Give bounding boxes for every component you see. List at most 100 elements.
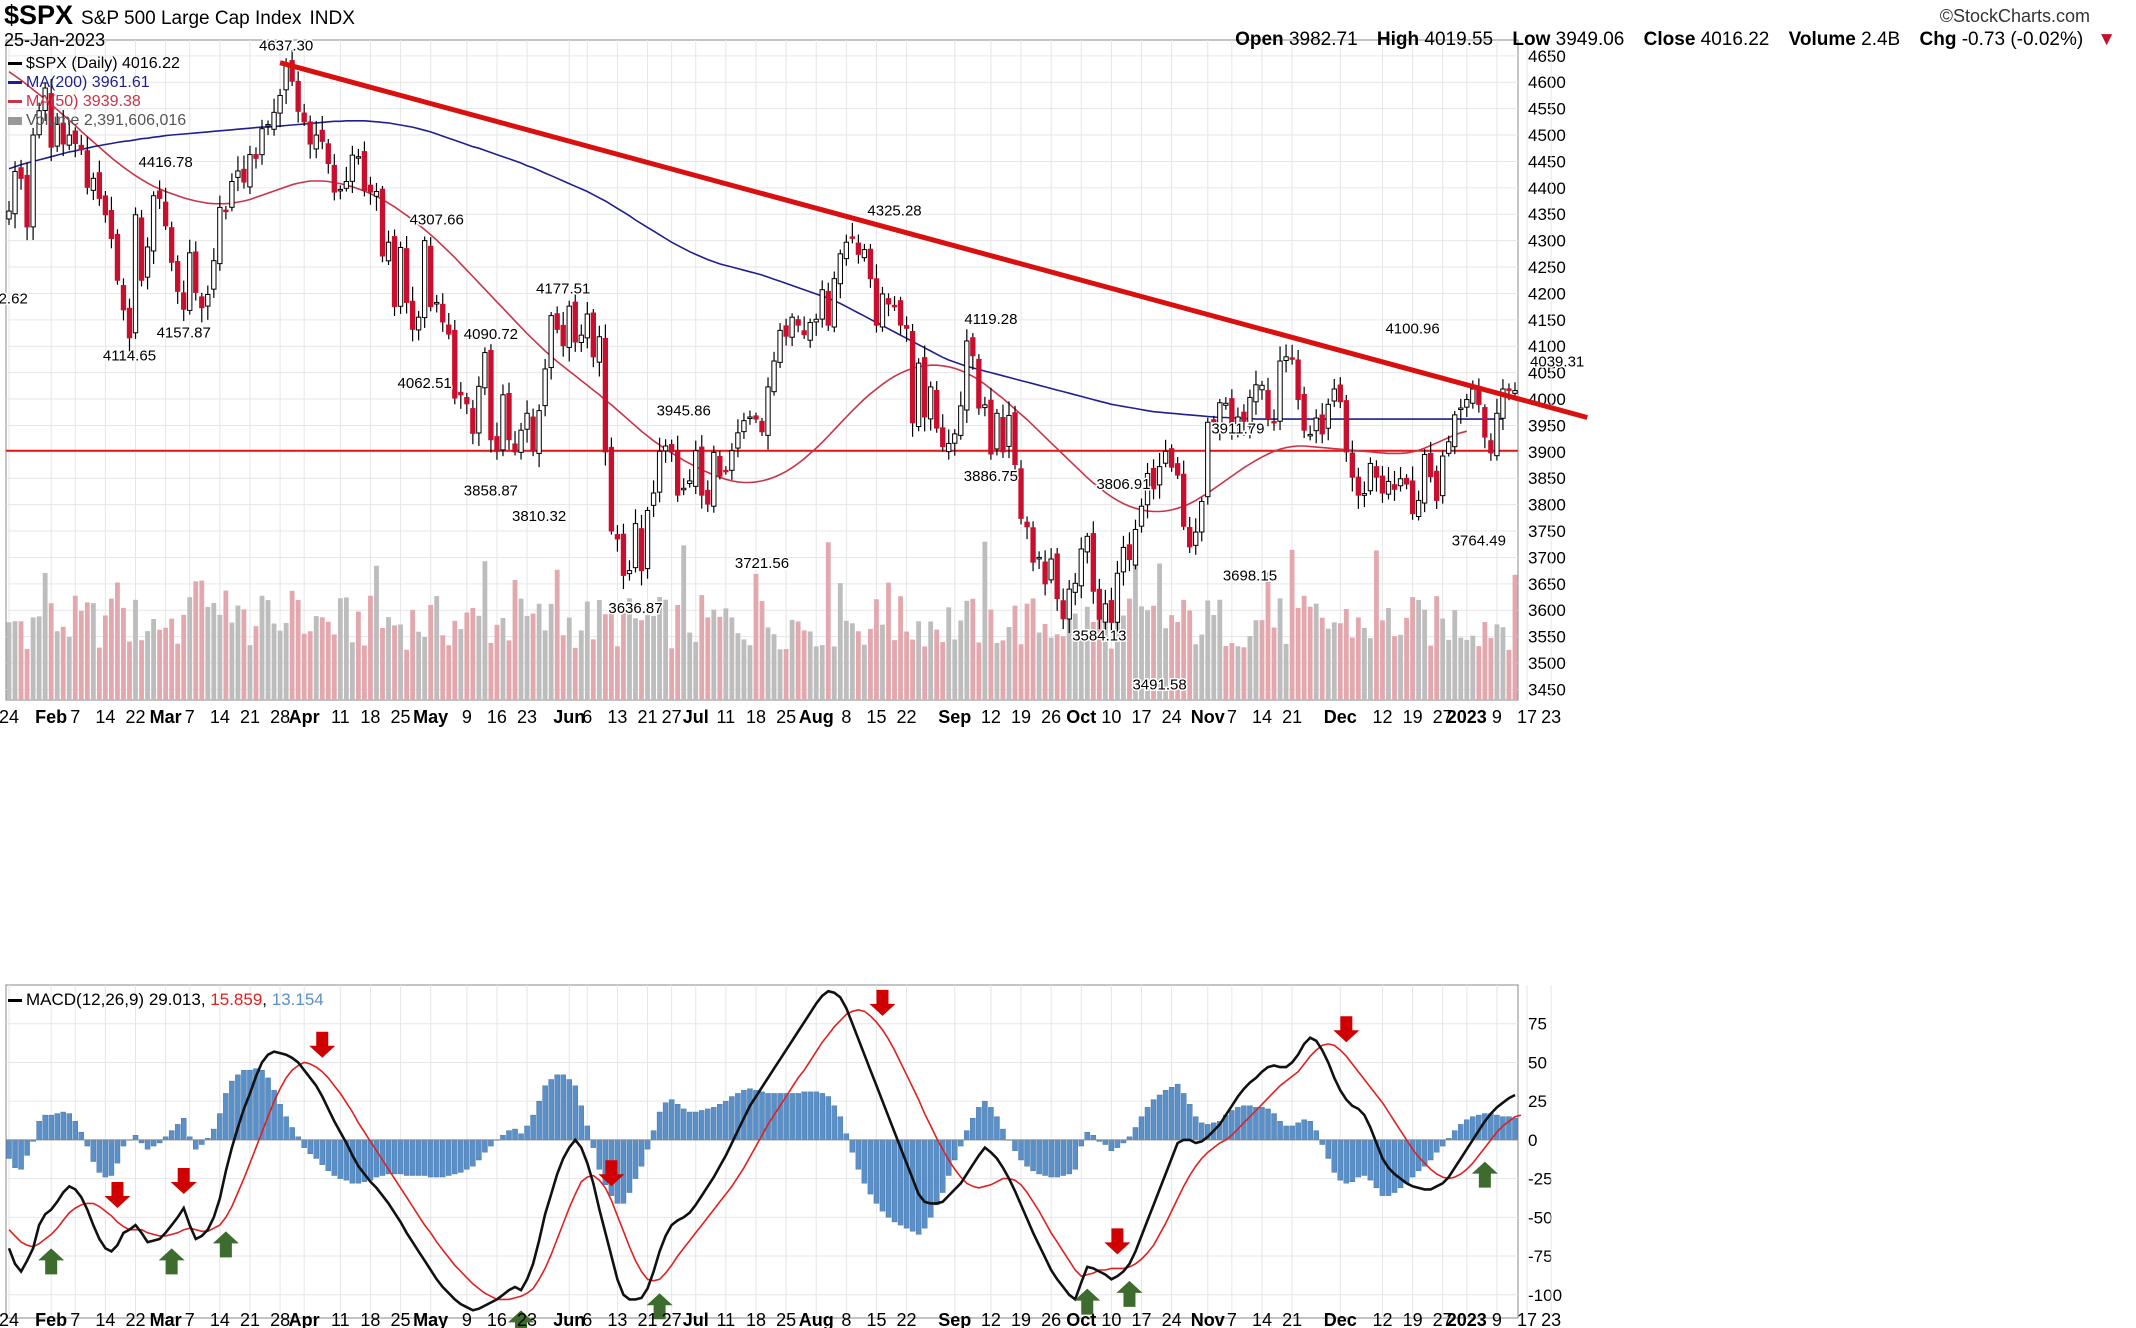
- candle-body: [409, 300, 416, 330]
- price-x-tick-label: Dec: [1324, 707, 1357, 727]
- macd-y-tick-label: -100: [1528, 1286, 1562, 1305]
- macd-hist-bar: [873, 1139, 880, 1204]
- macd-hist-bar: [747, 1088, 753, 1141]
- candle-body: [379, 188, 386, 257]
- macd-hist-bar: [72, 1121, 79, 1141]
- macd-hist-bar: [686, 1111, 693, 1141]
- volume-bar: [355, 611, 361, 700]
- volume-bar: [831, 646, 837, 700]
- macd-hist-bar: [120, 1139, 127, 1147]
- volume-bar: [325, 621, 331, 700]
- price-x-tick-label: Mar: [150, 707, 182, 727]
- candle-body: [512, 443, 518, 453]
- close-label: Close: [1643, 29, 1696, 50]
- volume-bar: [362, 645, 367, 700]
- candle-body: [325, 143, 331, 165]
- macd-hist-bar: [530, 1114, 536, 1141]
- brand-credit[interactable]: ©StockCharts.com: [1939, 6, 2090, 26]
- volume-bar: [717, 616, 723, 700]
- price-annotation: 4090.72: [464, 326, 518, 343]
- candle-body: [753, 415, 759, 420]
- volume-bar: [633, 618, 638, 700]
- candle-body: [861, 249, 868, 259]
- ma50-line: [8, 71, 1468, 513]
- volume-bar: [157, 629, 163, 700]
- signal-line: [8, 1008, 1522, 1301]
- macd-plot-frame: [5, 984, 1519, 1319]
- candle-body: [909, 330, 916, 424]
- macd-hist-bar: [1114, 1139, 1121, 1148]
- volume-bar: [1295, 607, 1301, 700]
- macd-hist-bar: [680, 1108, 687, 1141]
- macd-hist-bar: [1192, 1116, 1199, 1141]
- macd-hist-bar: [1512, 1117, 1518, 1141]
- candle-body: [1042, 561, 1048, 585]
- volume-bar: [958, 620, 964, 700]
- candle-body: [403, 248, 410, 303]
- volume-bar: [1102, 610, 1108, 700]
- volume-bar: [1446, 639, 1452, 700]
- price-legend: $SPX (Daily) 4016.22 MA(200) 3961.61 MA(…: [8, 54, 186, 130]
- candle-body: [1397, 478, 1404, 487]
- price-x-tick-label: 7: [70, 707, 80, 727]
- candle-body: [668, 443, 675, 453]
- price-y-tick-label: 4500: [1528, 126, 1566, 145]
- price-x-tick-label: May: [413, 707, 448, 727]
- volume-bar: [1241, 647, 1247, 700]
- macd-hist-bar: [1138, 1116, 1145, 1141]
- candle-body: [693, 450, 699, 487]
- volume-bar: [133, 599, 138, 700]
- volume-bar: [211, 603, 217, 700]
- volume-bar: [1108, 648, 1114, 700]
- volume-bar: [1259, 620, 1265, 700]
- volume-bar: [1368, 638, 1373, 700]
- candle-body: [813, 318, 819, 323]
- buy-arrow-icon: [158, 1248, 185, 1275]
- candle-body: [1223, 402, 1229, 406]
- volume-bar: [621, 612, 626, 700]
- macd-hist-bar: [1030, 1139, 1036, 1172]
- price-x-tick-label: Sep: [938, 707, 971, 727]
- candle-body: [928, 386, 934, 420]
- volume-bar: [1157, 563, 1162, 700]
- legend-volume-label: Volume 2,391,606,016: [26, 112, 187, 129]
- volume-bar: [615, 646, 620, 700]
- volume-bar: [1012, 605, 1018, 700]
- volume-bar: [1090, 621, 1096, 700]
- volume-bar: [693, 641, 699, 700]
- macd-hist-bar: [789, 1093, 795, 1141]
- price-x-tick-label: 19: [1011, 707, 1031, 727]
- price-y-tick-label: 4250: [1528, 258, 1566, 277]
- volume-bar: [1416, 599, 1422, 700]
- macd-x-tick-label: 21: [638, 1310, 658, 1328]
- candle-body: [1434, 470, 1440, 501]
- volume-bar: [1271, 627, 1277, 700]
- macd-hist-bar: [536, 1100, 542, 1141]
- macd-hist-bar: [500, 1135, 506, 1141]
- price-x-tick-label: 25: [776, 707, 796, 727]
- macd-x-tick-label: 9: [1492, 1310, 1502, 1328]
- candle-body: [759, 420, 765, 433]
- macd-hist-bar: [831, 1105, 838, 1141]
- volume-bar: [765, 627, 771, 700]
- candle-body: [644, 509, 651, 570]
- candle-body: [843, 241, 850, 260]
- price-x-tick-label: 18: [360, 707, 380, 727]
- macd-hist-bar: [199, 1139, 205, 1145]
- macd-hist-bar: [650, 1130, 657, 1141]
- volume-bar: [1036, 632, 1042, 700]
- macd-x-tick-label: 18: [360, 1310, 380, 1328]
- price-annotation: 4119.28: [964, 311, 1017, 328]
- macd-hist-bar: [693, 1111, 699, 1141]
- volume-bar: [1078, 636, 1084, 700]
- low-label: Low: [1512, 29, 1551, 50]
- price-y-tick-label: 3750: [1528, 522, 1566, 541]
- macd-hist-bar: [1036, 1139, 1042, 1175]
- macd-hist-bar: [723, 1100, 729, 1141]
- candle-body: [1470, 388, 1476, 404]
- volume-bar: [337, 598, 343, 700]
- candle-body: [970, 337, 976, 357]
- volume-bar: [1313, 603, 1319, 700]
- candle-body: [397, 247, 404, 307]
- macd-hist-bar: [717, 1104, 723, 1141]
